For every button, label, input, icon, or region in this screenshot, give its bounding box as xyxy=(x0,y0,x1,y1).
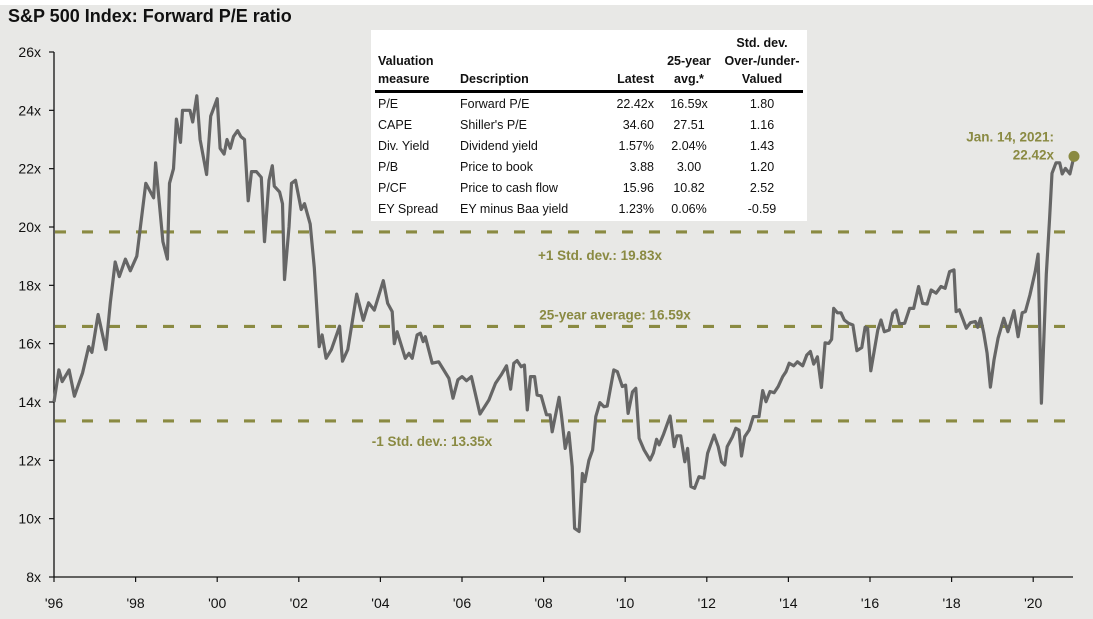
y-tick-label: 20x xyxy=(18,219,41,235)
annotation-value: 22.42x xyxy=(1013,147,1055,162)
x-tick-label: '98 xyxy=(126,595,144,611)
cell-avg: 16.59x xyxy=(670,96,708,111)
x-tick-label: '04 xyxy=(371,595,389,611)
y-tick-label: 10x xyxy=(18,511,41,527)
x-tick-label: '18 xyxy=(942,595,960,611)
table-row: P/E Forward P/E 22.42x 16.59x 1.80 xyxy=(375,92,803,115)
cell-description: Dividend yield xyxy=(460,138,538,153)
valuation-table: Valuation measure Description Latest 25-y… xyxy=(371,30,807,221)
cell-description: EY minus Baa yield xyxy=(460,201,569,216)
cell-std: 1.80 xyxy=(749,96,775,111)
x-tick-label: '20 xyxy=(1024,595,1042,611)
header-std-line1: Std. dev. xyxy=(736,36,788,50)
top-strip xyxy=(0,0,1093,5)
cell-latest: 3.88 xyxy=(629,159,654,174)
table-row: EY Spread EY minus Baa yield 1.23% 0.06% -0.… xyxy=(375,198,803,219)
header-avg: 25-year avg.* xyxy=(657,34,721,93)
cell-latest: 34.60 xyxy=(622,117,654,132)
cell-latest: 1.57% xyxy=(618,138,654,153)
x-tick-label: '06 xyxy=(453,595,471,611)
y-tick-label: 12x xyxy=(18,452,41,468)
cell-latest: 15.96 xyxy=(622,180,654,195)
cell-measure: P/B xyxy=(378,159,399,174)
x-tick-label: '96 xyxy=(45,595,63,611)
x-tick-label: '12 xyxy=(698,595,716,611)
y-tick-label: 8x xyxy=(26,569,41,585)
y-tick-label: 22x xyxy=(18,161,41,177)
header-measure-line2: measure xyxy=(378,72,430,86)
x-tick-label: '08 xyxy=(534,595,552,611)
y-tick-label: 18x xyxy=(18,277,41,293)
y-tick-label: 24x xyxy=(18,102,41,118)
table-row: P/CF Price to cash flow 15.96 10.82 2.52 xyxy=(375,177,803,198)
table-row: P/B Price to book 3.88 3.00 1.20 xyxy=(375,156,803,177)
header-description: Description xyxy=(457,34,593,93)
table-row: CAPE Shiller's P/E 34.60 27.51 1.16 xyxy=(375,114,803,135)
cell-avg: 10.82 xyxy=(673,180,705,195)
cell-std: 1.43 xyxy=(749,138,775,153)
cell-measure: CAPE xyxy=(378,117,413,132)
header-std-line2: Over-/under- xyxy=(724,54,800,68)
header-avg-line1: 25-year xyxy=(667,54,711,68)
cell-std: -0.59 xyxy=(747,201,777,216)
cell-measure: P/E xyxy=(378,96,399,111)
latest-value-marker xyxy=(1068,150,1080,162)
chart-title: S&P 500 Index: Forward P/E ratio xyxy=(8,6,292,26)
x-tick-label: '00 xyxy=(208,595,226,611)
cell-avg: 2.04% xyxy=(671,138,707,153)
table-body: P/E Forward P/E 22.42x 16.59x 1.80 CAPE Shille… xyxy=(375,92,803,220)
cell-std: 1.20 xyxy=(749,159,775,174)
y-tick-label: 16x xyxy=(18,336,41,352)
x-tick-label: '02 xyxy=(290,595,308,611)
cell-measure: Div. Yield xyxy=(378,138,430,153)
cell-measure: EY Spread xyxy=(378,201,439,216)
cell-avg: 3.00 xyxy=(676,159,702,174)
table-row: Div. Yield Dividend yield 1.57% 2.04% 1.43 xyxy=(375,135,803,156)
x-tick-label: '14 xyxy=(779,595,797,611)
y-tick-label: 14x xyxy=(18,394,41,410)
table-header-row: Valuation measure Description Latest 25-y… xyxy=(375,34,803,93)
header-std-dev: Std. dev. Over-/under- Valued xyxy=(721,34,803,93)
cell-description: Shiller's P/E xyxy=(460,117,527,132)
header-avg-line2: avg.* xyxy=(674,72,704,86)
cell-measure: P/CF xyxy=(378,180,407,195)
header-std-line3: Valued xyxy=(741,72,783,86)
header-measure: Valuation measure xyxy=(375,34,457,93)
cell-description: Forward P/E xyxy=(460,96,530,111)
header-measure-line1: Valuation xyxy=(378,54,434,68)
x-tick-label: '10 xyxy=(616,595,634,611)
cell-std: 2.52 xyxy=(749,180,775,195)
cell-std: 1.16 xyxy=(749,117,775,132)
x-tick-label: '16 xyxy=(861,595,879,611)
forward-pe-series-line xyxy=(52,94,1076,534)
axes: 8x 10x 12x 14x 16x 18x 20x 22x 24x 26x '96 '98 '00 '0… xyxy=(18,44,1073,611)
header-latest: Latest xyxy=(593,34,657,93)
cell-description: Price to book xyxy=(460,159,533,174)
cell-avg: 0.06% xyxy=(671,201,707,216)
cell-latest: 22.42x xyxy=(616,96,654,111)
reference-line-label: 25-year average: 16.59x xyxy=(539,307,691,322)
cell-description: Price to cash flow xyxy=(460,180,558,195)
reference-line-label: -1 Std. dev.: 13.35x xyxy=(372,434,493,449)
reference-lines: +1 Std. dev.: 19.83x 25-year average: 16.… xyxy=(55,230,1068,449)
reference-line-label: +1 Std. dev.: 19.83x xyxy=(538,248,662,263)
y-tick-label: 26x xyxy=(18,44,41,60)
cell-latest: 1.23% xyxy=(618,201,654,216)
annotation-date: Jan. 14, 2021: xyxy=(966,129,1054,144)
cell-avg: 27.51 xyxy=(673,117,705,132)
